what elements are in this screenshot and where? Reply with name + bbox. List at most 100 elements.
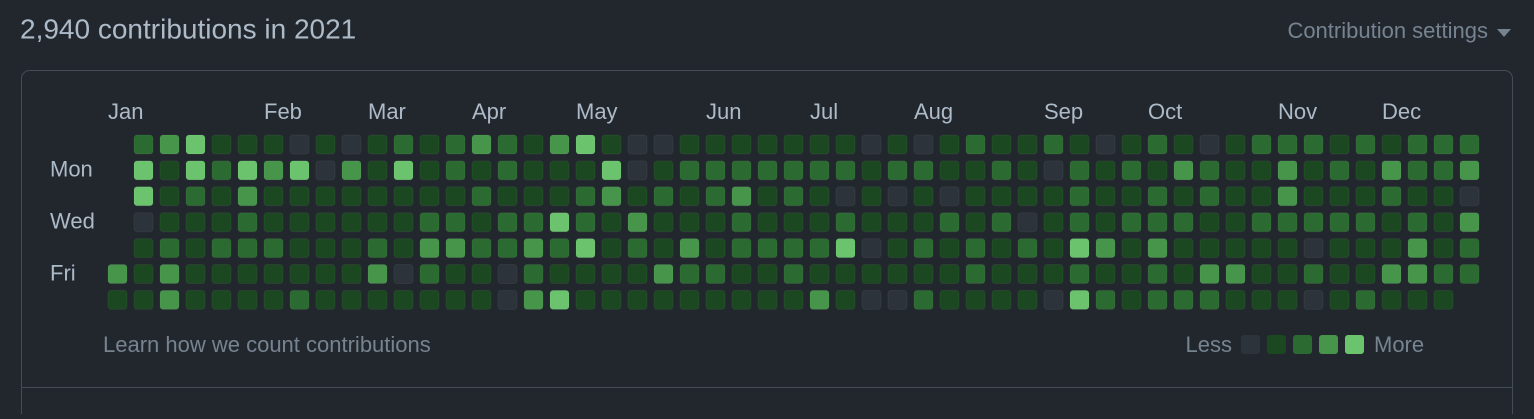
- day-cell: [601, 289, 622, 310]
- month-label: Nov: [1278, 99, 1317, 124]
- day-cell: [1303, 186, 1324, 207]
- day-cell: [1199, 289, 1220, 310]
- day-cell: [991, 134, 1012, 155]
- day-cell: [809, 186, 830, 207]
- day-cell: [861, 134, 882, 155]
- day-cell: [1147, 289, 1168, 310]
- day-cell: [887, 212, 908, 233]
- day-cell: [523, 160, 544, 181]
- day-cell: [263, 212, 284, 233]
- day-cell: [1199, 186, 1220, 207]
- day-cell: [887, 160, 908, 181]
- day-cell: [1147, 186, 1168, 207]
- day-cell: [159, 264, 180, 284]
- day-cell: [627, 212, 648, 233]
- day-cell: [965, 289, 986, 310]
- day-cell: [1121, 160, 1142, 181]
- day-cell: [1251, 238, 1272, 259]
- day-cell: [575, 160, 596, 181]
- legend-less: Less: [1186, 332, 1232, 357]
- day-cell: [1459, 238, 1480, 259]
- day-cell: [237, 212, 258, 233]
- day-cell: [289, 264, 310, 284]
- day-cell: [1225, 212, 1246, 233]
- day-cell: [1329, 212, 1350, 233]
- day-cell: [679, 264, 700, 284]
- day-cell: [315, 238, 336, 259]
- day-cell: [1017, 238, 1038, 259]
- day-cell: [471, 289, 492, 310]
- day-cell: [237, 264, 258, 284]
- day-cell: [575, 186, 596, 207]
- day-cell: [627, 289, 648, 310]
- day-cell: [549, 264, 570, 284]
- day-cell: [1303, 289, 1324, 310]
- day-cell: [393, 289, 414, 310]
- day-cell: [1043, 160, 1064, 181]
- day-label: Mon: [50, 157, 93, 182]
- day-cell: [1407, 134, 1428, 155]
- day-cell: [1069, 160, 1090, 181]
- day-cell: [1251, 212, 1272, 233]
- day-cell: [887, 238, 908, 259]
- day-cell: [835, 212, 856, 233]
- day-cell: [315, 186, 336, 207]
- day-cell: [809, 238, 830, 259]
- day-cell: [913, 134, 934, 155]
- day-cell: [705, 134, 726, 155]
- day-cell: [1225, 160, 1246, 181]
- day-cell: [445, 160, 466, 181]
- day-cell: [237, 186, 258, 207]
- day-cell: [991, 160, 1012, 181]
- legend-more: More: [1374, 332, 1424, 357]
- day-cell: [1069, 289, 1090, 310]
- day-cell: [705, 212, 726, 233]
- day-cell: [1433, 264, 1454, 284]
- day-cell: [341, 238, 362, 259]
- day-cell: [1355, 134, 1376, 155]
- day-cell: [809, 134, 830, 155]
- day-cell: [887, 289, 908, 310]
- day-cell: [159, 134, 180, 155]
- settings-button[interactable]: Contribution settings: [1287, 18, 1488, 43]
- day-cell: [1043, 289, 1064, 310]
- day-cell: [939, 212, 960, 233]
- day-cell: [1277, 212, 1298, 233]
- day-cell: [211, 289, 232, 310]
- day-cell: [627, 264, 648, 284]
- day-cell: [549, 160, 570, 181]
- day-cell: [809, 212, 830, 233]
- caret[interactable]: [1497, 29, 1511, 37]
- day-cell: [1251, 134, 1272, 155]
- day-cell: [523, 238, 544, 259]
- day-cell: [1199, 212, 1220, 233]
- day-cell: [757, 289, 778, 310]
- day-cell: [523, 134, 544, 155]
- day-cell: [497, 212, 518, 233]
- legend-cell: [1241, 335, 1260, 354]
- day-cell: [1173, 134, 1194, 155]
- day-cell: [549, 289, 570, 310]
- day-cell: [1381, 289, 1402, 310]
- day-cell: [471, 186, 492, 207]
- day-cell: [497, 289, 518, 310]
- learn-link[interactable]: Learn how we count contributions: [103, 332, 431, 357]
- day-cell: [965, 238, 986, 259]
- day-cell: [1433, 134, 1454, 155]
- day-cell: [1433, 289, 1454, 310]
- day-cell: [1043, 264, 1064, 284]
- day-cell: [497, 186, 518, 207]
- day-cell: [1407, 264, 1428, 284]
- day-cell: [185, 264, 206, 284]
- day-cell: [393, 238, 414, 259]
- day-cell: [1199, 160, 1220, 181]
- day-cell: [1121, 289, 1142, 310]
- day-cell: [991, 186, 1012, 207]
- day-cell: [523, 289, 544, 310]
- legend-cell: [1319, 335, 1338, 354]
- day-cell: [315, 212, 336, 233]
- day-cell: [1303, 134, 1324, 155]
- day-cell: [939, 160, 960, 181]
- day-cell: [1355, 212, 1376, 233]
